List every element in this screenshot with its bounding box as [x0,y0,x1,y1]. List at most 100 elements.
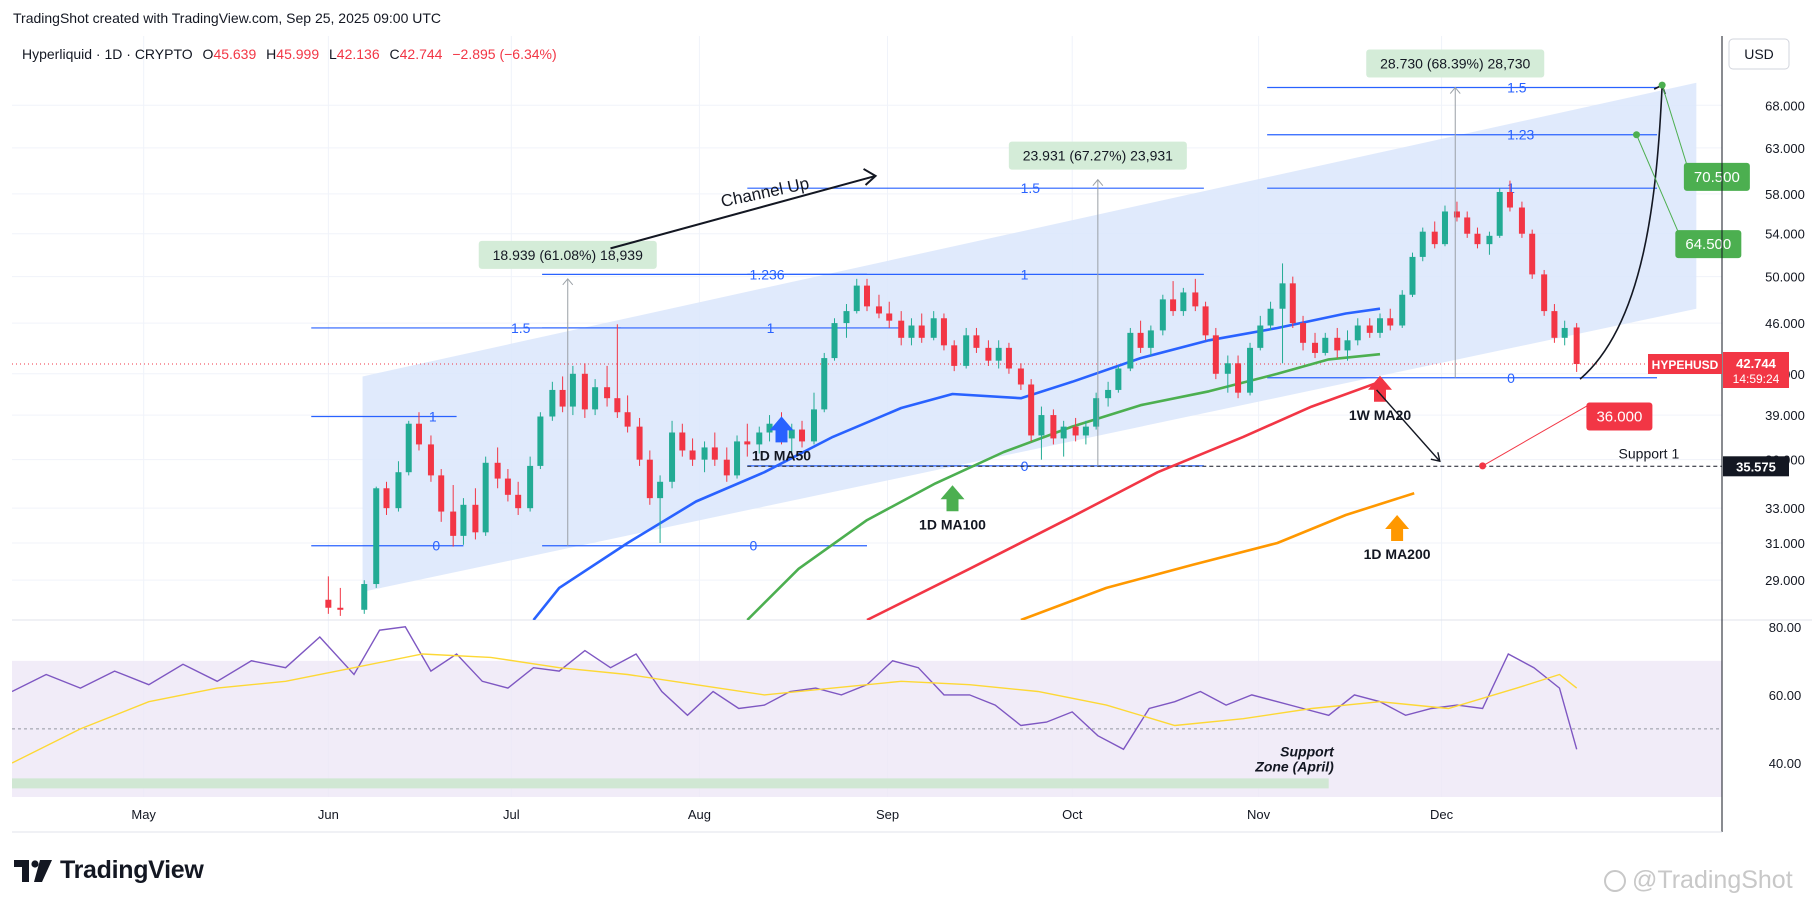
fib-label-1: 1 [429,409,437,425]
candle-body-73 [1137,332,1144,348]
measure-box-2 [1366,49,1545,78]
y-tick-2: 33.000 [1765,501,1805,516]
candle-body-82 [1235,363,1242,393]
candle-body-10 [450,511,457,536]
candle-body-23 [592,387,599,410]
candle-body-107 [1506,191,1513,208]
candle-body-42 [799,429,806,442]
legend-change: −2.895 (−6.34%) [452,46,556,62]
candle-body-47 [853,285,860,312]
rsi-y-tick-1: 60.00 [1769,688,1802,703]
x-tick-5: Oct [1062,807,1083,822]
candle-body-111 [1551,311,1558,338]
ma-label-0: 1D MA50 [752,447,811,463]
candle-body-85 [1267,308,1274,326]
channel-up-arrow [610,174,876,250]
target-link-2 [1482,404,1590,467]
ma-arrow-0 [769,416,794,443]
candle-body-110 [1541,274,1548,312]
candle-body-81 [1224,363,1231,374]
legend-c-value: 42.744 [400,46,443,62]
measure-arrow-0 [562,278,574,286]
candle-body-97 [1399,294,1406,326]
candle-body-43 [810,409,817,442]
target-box-0 [1683,162,1750,191]
candle-body-36 [734,441,741,476]
x-tick-6: Nov [1247,807,1271,822]
candle-body-3 [373,488,380,585]
candle-body-92 [1344,340,1351,351]
y-tick-8: 54.000 [1765,227,1805,242]
watermark-text: @TradingShot [1632,866,1793,894]
candle-body-90 [1322,337,1329,353]
candle-body-34 [711,447,718,460]
tradingview-logo-icon [14,859,52,882]
candle-body-38 [756,432,763,445]
measure-text-1: 23.931 (67.27%) 23,931 [1023,148,1173,164]
target-label-2: 36.000 [1596,409,1642,426]
ma-line-ma200 [1020,491,1415,620]
x-tick-7: Dec [1430,807,1454,822]
candle-body-65 [1050,415,1057,439]
x-tick-2: Jul [503,807,520,822]
candle-body-53 [918,325,925,338]
candle-body-70 [1105,389,1112,399]
candle-body-99 [1419,231,1426,257]
candle-body-44 [821,358,828,410]
candle-body-89 [1312,342,1319,353]
fib-label-6: 1.5 [1021,180,1041,196]
x-tick-3: Aug [688,807,711,822]
x-tick-4: Sep [876,807,899,822]
support-tag-text: 35.575 [1736,459,1776,474]
measure-box-1 [1008,141,1187,170]
ma-label-1: 1D MA100 [919,516,986,532]
countdown-text: 14:59:24 [1733,372,1780,386]
candle-body-67 [1072,426,1079,436]
last-price-text: 42.744 [1736,356,1777,371]
projection-curve [1579,85,1663,380]
fib-label-4: 1 [767,320,775,336]
measure-arrow-1 [1092,178,1104,187]
fib-label-10: 1.23 [1507,127,1534,143]
candle-body-2 [361,584,368,610]
fib-label-2: 0 [432,538,440,554]
target-label-1: 64.500 [1685,236,1731,253]
candle-body-62 [1017,368,1024,385]
candle-body-108 [1518,207,1525,234]
candle-body-80 [1212,335,1219,374]
ma-arrow-1 [940,485,965,512]
tradingview-logo[interactable]: TradingView [14,856,204,885]
candle-body-41 [788,429,795,439]
candle-body-0 [325,599,332,608]
candle-body-22 [581,373,588,410]
candle-body-63 [1028,384,1035,436]
y-tick-4: 39.000 [1765,408,1805,423]
candle-body-76 [1170,299,1177,312]
candle-body-21 [569,373,576,407]
candle-body-48 [864,285,870,307]
x-tick-0: May [131,807,156,822]
legend-c-label: C [390,46,400,62]
fib-label-5: 0 [750,538,758,554]
ma-line-ma50 [532,307,1381,620]
candle-body-78 [1192,292,1199,307]
candle-body-8 [427,444,434,476]
currency-button[interactable]: USD [1728,38,1790,70]
fib-label-9: 1.5 [1507,80,1527,96]
candle-body-33 [701,447,708,460]
candle-body-17 [527,465,534,509]
fib-label-7: 1 [1021,266,1029,282]
x-tick-1: Jun [318,807,339,822]
candle-body-106 [1496,191,1503,236]
measure-text-0: 18.939 (61.08%) 18,939 [493,247,643,263]
candle-body-79 [1202,306,1209,336]
target-label-0: 70.500 [1694,169,1740,186]
candle-body-100 [1431,231,1438,245]
fib-label-8: 0 [1021,458,1029,474]
tradingview-logo-text: TradingView [60,856,204,884]
candle-body-28 [646,459,653,499]
legend-symbol: Hyperliquid · 1D · CRYPTO [22,46,193,62]
